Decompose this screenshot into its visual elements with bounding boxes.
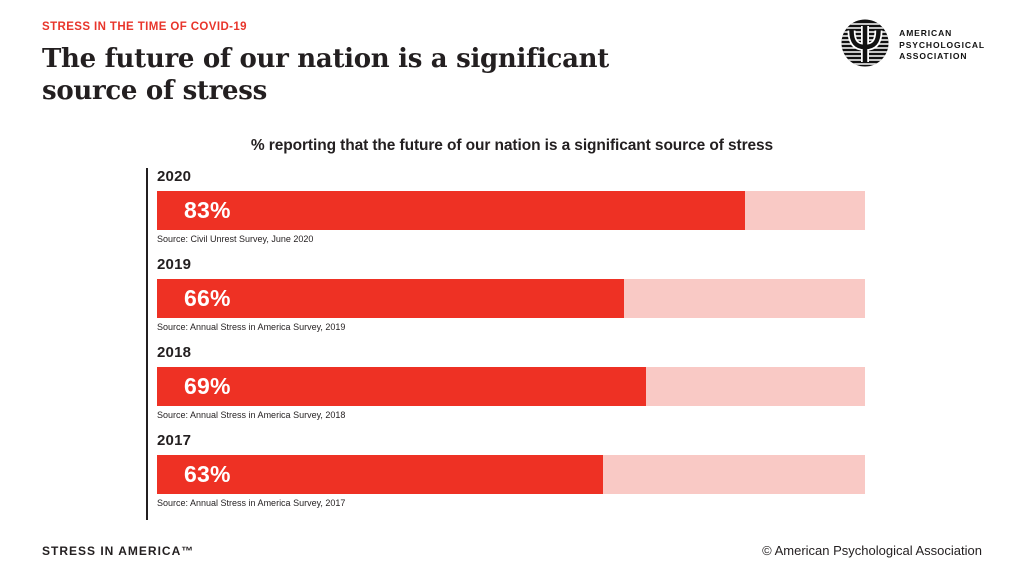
bar-track: 83%	[157, 191, 865, 230]
brand-footer: STRESS IN AMERICA™	[42, 544, 195, 558]
source-note: Source: Annual Stress in America Survey,…	[157, 322, 346, 332]
page-title-line2: source of stress	[42, 75, 267, 106]
bar-row-2019: 2019 66% Source: Annual Stress in Americ…	[157, 256, 865, 332]
apa-logo-line1: AMERICAN	[899, 27, 953, 38]
bar-fill: 69%	[157, 367, 646, 406]
year-label: 2017	[157, 432, 192, 449]
bar-row-2018: 2018 69% Source: Annual Stress in Americ…	[157, 344, 865, 420]
apa-logo-wordmark: AMERICAN PSYCHOLOGICAL ASSOCIATION	[899, 28, 985, 64]
bar-fill: 83%	[157, 191, 745, 230]
copyright: © American Psychological Association	[762, 543, 982, 558]
page-title-line1: The future of our nation is a significan…	[42, 44, 609, 74]
bar-track: 63%	[157, 455, 865, 494]
source-note: Source: Annual Stress in America Survey,…	[157, 498, 346, 508]
bar-row-2017: 2017 63% Source: Annual Stress in Americ…	[157, 432, 865, 508]
page-title: The future of our nation is a significan…	[42, 44, 609, 107]
bar-chart: 2020 83% Source: Civil Unrest Survey, Ju…	[146, 168, 865, 520]
bar-row-2020: 2020 83% Source: Civil Unrest Survey, Ju…	[157, 168, 865, 244]
apa-logo-line2: PSYCHOLOGICAL	[899, 39, 985, 50]
source-note: Source: Annual Stress in America Survey,…	[157, 410, 346, 420]
year-label: 2019	[157, 256, 192, 273]
bar-value-label: 66%	[184, 285, 231, 311]
apa-logo-line3: ASSOCIATION	[899, 51, 968, 62]
bar-value-label: 69%	[184, 373, 231, 399]
bar-track: 69%	[157, 367, 865, 406]
eyebrow-kicker: STRESS IN THE TIME OF COVID-19	[42, 21, 247, 33]
year-label: 2018	[157, 344, 192, 361]
year-label: 2020	[157, 168, 192, 185]
bar-value-label: 63%	[184, 461, 231, 487]
apa-psi-logo-icon	[840, 18, 890, 73]
bar-value-label: 83%	[184, 197, 231, 223]
bar-track: 66%	[157, 279, 865, 318]
source-note: Source: Civil Unrest Survey, June 2020	[157, 234, 314, 244]
bar-fill: 63%	[157, 455, 604, 494]
apa-logo: AMERICAN PSYCHOLOGICAL ASSOCIATION	[840, 18, 985, 73]
chart-subtitle: % reporting that the future of our natio…	[250, 137, 774, 154]
bar-fill: 66%	[157, 279, 625, 318]
